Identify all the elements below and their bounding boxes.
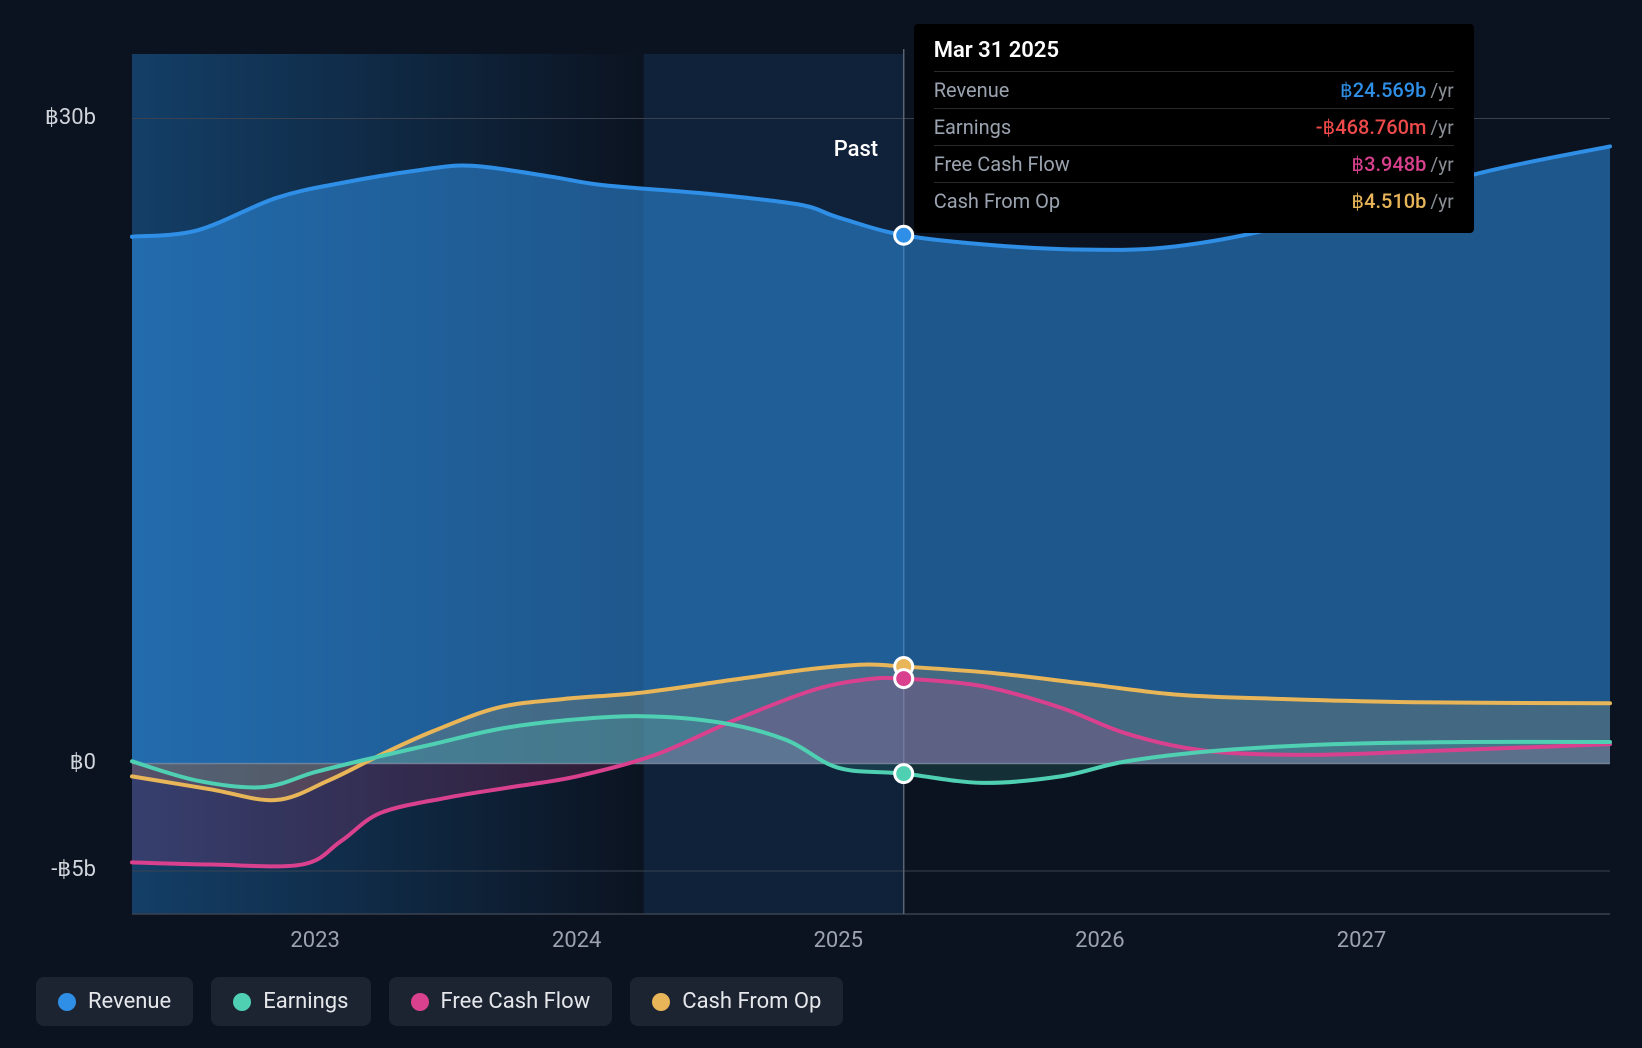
tooltip-row: Revenue ฿24.569b/yr (934, 71, 1454, 108)
hover-tooltip: Mar 31 2025 Revenue ฿24.569b/yr Earnings -฿… (914, 24, 1474, 233)
tooltip-row-unit: /yr (1430, 153, 1453, 176)
tooltip-row: Cash From Op ฿4.510b/yr (934, 182, 1454, 219)
tooltip-row-value: -฿468.760m (1316, 115, 1427, 139)
legend-item-free-cash-flow[interactable]: Free Cash Flow (389, 977, 613, 1026)
legend: Revenue Earnings Free Cash Flow Cash From O… (36, 977, 843, 1026)
tooltip-row-unit: /yr (1430, 116, 1453, 139)
tooltip-row: Earnings -฿468.760m/yr (934, 108, 1454, 145)
x-tick-label: 2027 (1337, 928, 1386, 953)
legend-item-earnings[interactable]: Earnings (211, 977, 370, 1026)
legend-label: Revenue (88, 989, 171, 1014)
tooltip-row-unit: /yr (1430, 190, 1453, 213)
x-tick-label: 2023 (290, 928, 339, 953)
tooltip-row-label: Revenue (934, 78, 1010, 102)
legend-item-cash-from-op[interactable]: Cash From Op (630, 977, 843, 1026)
legend-dot-icon (233, 993, 251, 1011)
y-tick-label: -฿5b (16, 857, 96, 882)
tooltip-row-value: ฿24.569b (1340, 78, 1426, 102)
legend-label: Cash From Op (682, 989, 821, 1014)
tooltip-row-value: ฿3.948b (1351, 152, 1426, 176)
x-tick-label: 2024 (552, 928, 601, 953)
tooltip-row-label: Cash From Op (934, 189, 1060, 213)
legend-label: Earnings (263, 989, 348, 1014)
past-section-label: Past (834, 137, 878, 162)
tooltip-row-unit: /yr (1430, 79, 1453, 102)
chart-container: ฿30b฿0-฿5b 20232024202520262027 Past Ana… (36, 24, 1606, 988)
legend-dot-icon (411, 993, 429, 1011)
legend-dot-icon (58, 993, 76, 1011)
tooltip-row-label: Free Cash Flow (934, 152, 1070, 176)
legend-dot-icon (652, 993, 670, 1011)
y-tick-label: ฿30b (16, 105, 96, 130)
tooltip-row: Free Cash Flow ฿3.948b/yr (934, 145, 1454, 182)
x-tick-label: 2025 (814, 928, 863, 953)
legend-label: Free Cash Flow (441, 989, 591, 1014)
tooltip-date: Mar 31 2025 (934, 38, 1454, 71)
tooltip-row-value: ฿4.510b (1351, 189, 1426, 213)
x-tick-label: 2026 (1075, 928, 1124, 953)
y-tick-label: ฿0 (16, 750, 96, 775)
tooltip-row-label: Earnings (934, 115, 1012, 139)
legend-item-revenue[interactable]: Revenue (36, 977, 193, 1026)
